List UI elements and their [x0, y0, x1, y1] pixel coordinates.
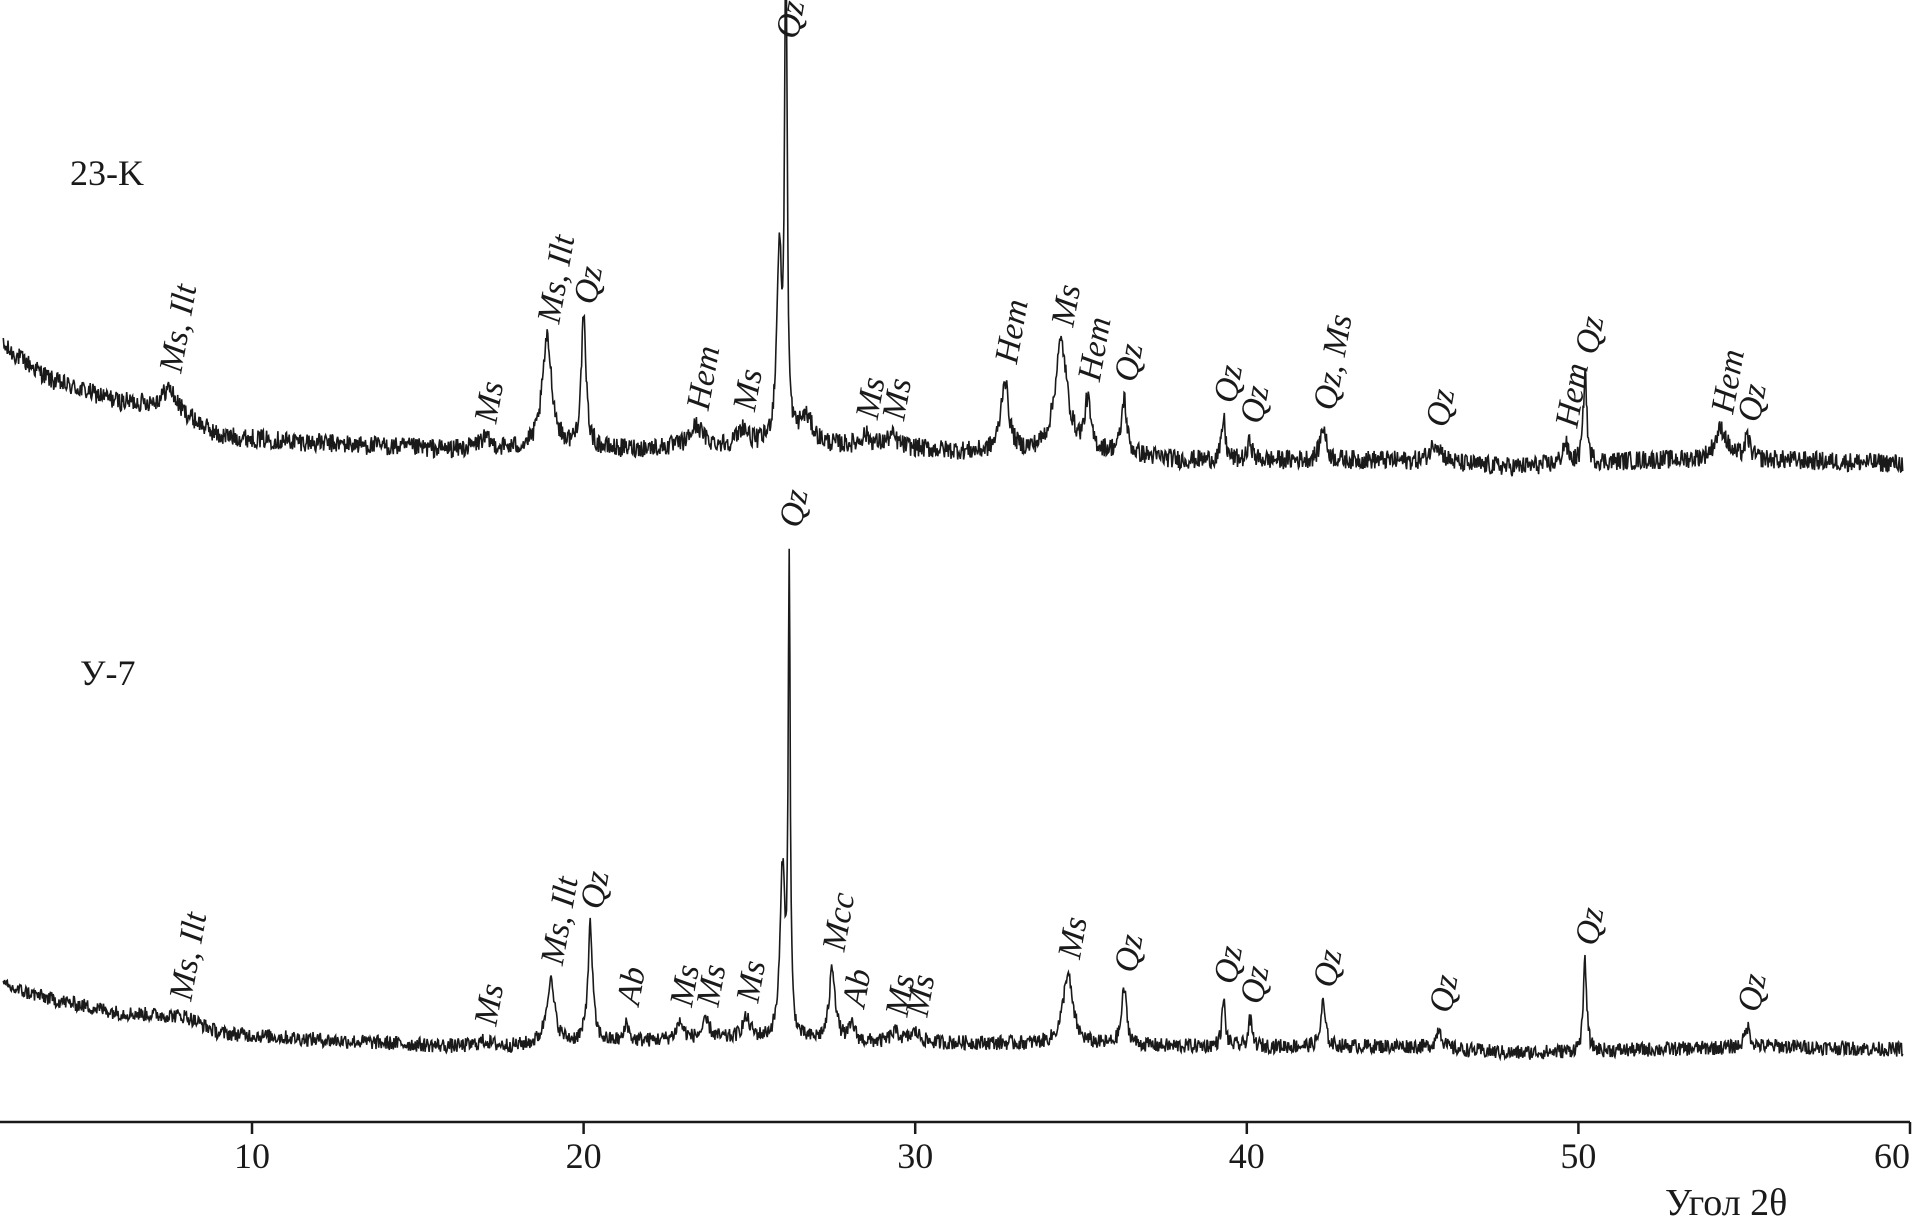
x-tick-label: 60 [1874, 1136, 1910, 1176]
peak-label: Qz [1108, 931, 1151, 975]
peak-label: Ms [690, 962, 734, 1010]
peak-label: Qz [773, 487, 816, 531]
peak-label: Ms, Ilt [162, 908, 214, 1004]
x-axis-title: Угол 2θ [1665, 1182, 1787, 1224]
trace-u7 [2, 548, 1904, 1062]
peak-label: Qz, Ms [1307, 312, 1360, 413]
peak-label: Hem [1548, 360, 1596, 431]
x-ticks: 10 20 30 40 50 60 [234, 1122, 1912, 1176]
peak-label: Ms [663, 962, 707, 1010]
peak-label: Qz [1207, 943, 1250, 987]
peak-label: Qz [769, 0, 812, 41]
x-tick-label: 50 [1560, 1136, 1596, 1176]
peak-label: Qz [574, 868, 617, 912]
peak-label: Ms [467, 981, 511, 1029]
peak-label: Ms, Ilt [152, 280, 204, 376]
trace-23k [2, 0, 1904, 477]
peak-label: Qz [1207, 362, 1250, 406]
peak-label: Ms [729, 958, 773, 1006]
peak-label: Qz [567, 263, 610, 307]
peak-label: Ab [835, 966, 878, 1012]
peak-label: Ms [1044, 282, 1088, 330]
x-tick-label: 40 [1229, 1136, 1265, 1176]
peak-label: Qz [1307, 947, 1350, 991]
peak-label: Qz [1731, 971, 1774, 1015]
peak-label: Qz [1419, 386, 1462, 430]
peak-label: Ms [1051, 914, 1095, 962]
diffraction-traces [2, 0, 1904, 1062]
peak-label: Qz [1108, 341, 1151, 385]
sample-label-u7: У-7 [80, 653, 135, 693]
peak-label: Ms [875, 375, 919, 423]
sample-label-23k: 23-K [70, 153, 144, 193]
peak-label: Qz [1568, 313, 1611, 357]
x-axis: 10 20 30 40 50 60 [0, 1120, 1912, 1176]
x-tick-label: 30 [897, 1136, 933, 1176]
peak-label: Hem [680, 343, 728, 414]
x-tick-label: 10 [234, 1136, 270, 1176]
peak-label: Ms [898, 972, 942, 1020]
peak-label: Ab [610, 964, 653, 1010]
peak-label: Qz [1234, 963, 1277, 1007]
peak-label: Ms [467, 378, 511, 426]
peak-label: Mcc [816, 890, 863, 955]
peak-label: Qz [1731, 381, 1774, 425]
peak-label: Ms [726, 366, 770, 414]
peak-label: Hem [988, 297, 1036, 368]
peak-label: Qz [1568, 905, 1611, 949]
peak-label: Qz [1234, 383, 1277, 427]
peak-label: Ms [849, 374, 893, 422]
peak-label: Qz [1423, 972, 1466, 1016]
peak-label: Ms [879, 972, 923, 1020]
x-tick-label: 20 [566, 1136, 602, 1176]
